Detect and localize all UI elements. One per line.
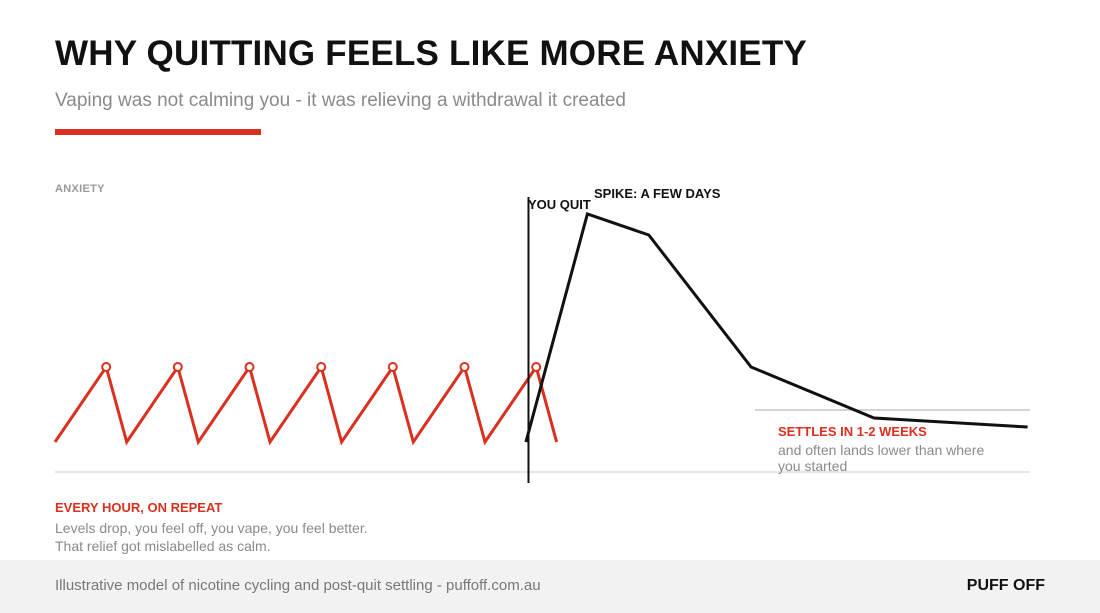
cycle-peak-marker — [172, 362, 183, 372]
footer-brand: PUFF OFF — [966, 577, 1045, 594]
spike-annotation: SPIKE: A FEW DAYS — [594, 186, 721, 201]
page-title: WHY QUITTING FEELS LIKE MORE ANXIETY — [55, 34, 807, 73]
repeat-line: That relief got mislabelled as calm. — [55, 538, 271, 554]
y-axis-label: ANXIETY — [55, 183, 105, 195]
accent-bar — [55, 129, 261, 135]
post-quit-anxiety-line — [524, 212, 1028, 443]
settle-annotation-title: SETTLES IN 1-2 WEEKS — [778, 424, 927, 439]
anxiety-chart — [53, 197, 1030, 483]
cycle-peak-marker — [531, 362, 542, 372]
cycle-peak-marker — [316, 362, 327, 372]
cycle-peak-marker — [101, 362, 112, 372]
footer-note: Illustrative model of nicotine cycling a… — [55, 577, 541, 594]
repeat-annotation-title: EVERY HOUR, ON REPEAT — [55, 500, 223, 515]
cycle-peak-marker — [459, 362, 470, 372]
quit-annotation: YOU QUIT — [528, 197, 591, 212]
nicotine-cycle-line — [53, 363, 559, 446]
repeat-line: Levels drop, you feel off, you vape, you… — [55, 520, 368, 536]
cycle-peak-marker — [244, 362, 255, 372]
cycle-peak-marker — [387, 362, 398, 372]
repeat-annotation-text: Levels drop, you feel off, you vape, you… — [55, 519, 368, 555]
page-subtitle: Vaping was not calming you - it was reli… — [55, 90, 626, 111]
footer: Illustrative model of nicotine cycling a… — [0, 560, 1100, 613]
settle-annotation-text: and often lands lower than where you sta… — [778, 442, 985, 474]
